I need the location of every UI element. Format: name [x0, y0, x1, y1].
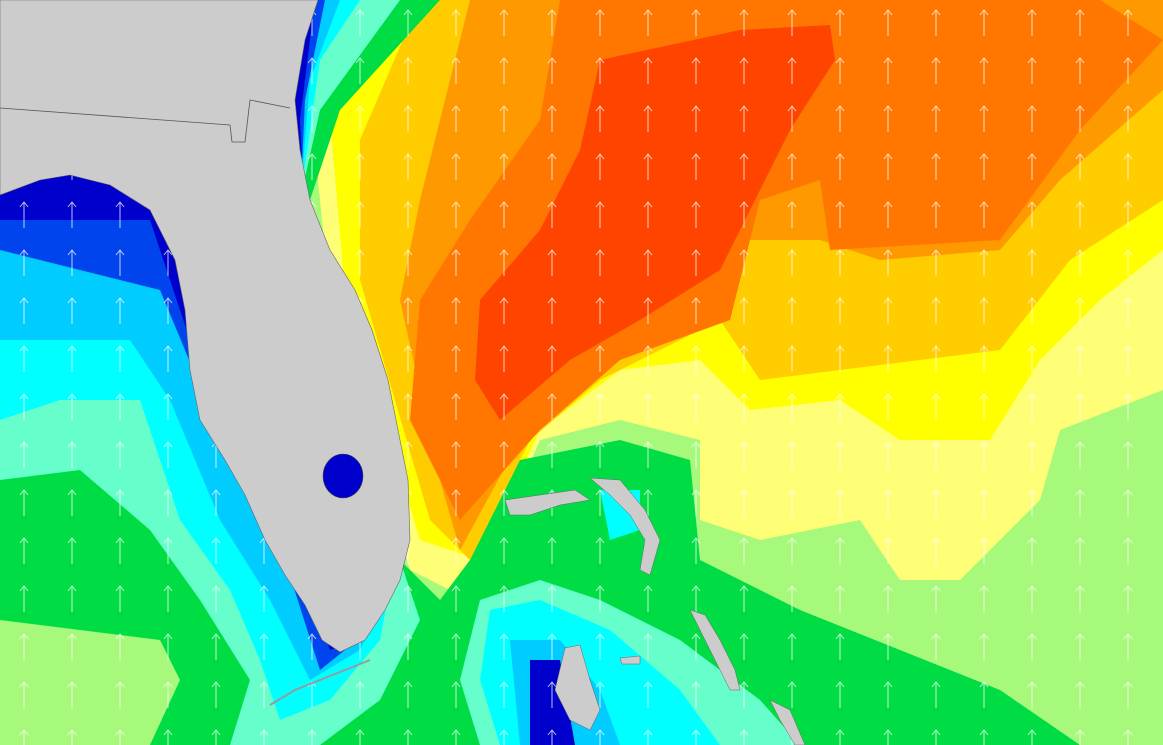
state-border — [0, 99, 291, 143]
florida-keys — [269, 659, 371, 706]
land-florida — [0, 0, 411, 653]
island-eleuthera — [689, 609, 741, 691]
island-exuma — [769, 699, 806, 745]
island-new-providence — [619, 655, 641, 665]
island-grand-bahama — [504, 489, 591, 516]
island-abaco — [589, 477, 661, 576]
lake-okeechobee — [322, 453, 364, 499]
island-andros — [554, 644, 601, 731]
